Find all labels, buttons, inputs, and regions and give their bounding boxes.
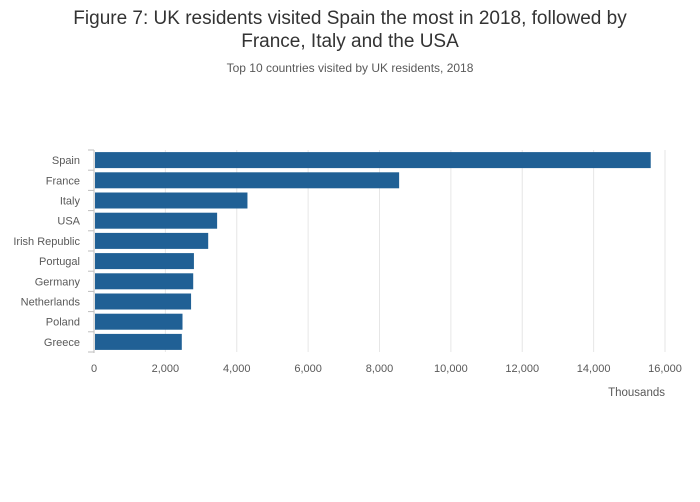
bar	[95, 232, 209, 249]
bar	[95, 192, 248, 209]
x-tick-label: 14,000	[577, 363, 611, 375]
bar	[95, 273, 194, 290]
category-label: Spain	[52, 155, 80, 167]
category-label: Greece	[44, 337, 80, 349]
category-labels: Spain France Italy USA Irish Republic Portuga…	[13, 155, 80, 349]
x-tick-labels: 0 2,000 4,000 6,000 8,000 10,000 12,000 14,000 1…	[91, 363, 682, 375]
bar	[95, 253, 194, 270]
category-label: Netherlands	[21, 297, 81, 309]
bar	[95, 293, 192, 310]
category-label: Germany	[35, 276, 81, 288]
category-label: Irish Republic	[13, 236, 80, 248]
x-tick-label: 0	[91, 363, 97, 375]
x-tick-label: 16,000	[648, 363, 682, 375]
chart-title: Figure 7: UK residents visited Spain the…	[73, 8, 627, 52]
x-tick-label: 12,000	[505, 363, 539, 375]
x-axis-title: Thousands	[608, 387, 665, 399]
category-label: Poland	[46, 317, 80, 329]
axes	[88, 149, 95, 353]
category-label: Portugal	[39, 256, 80, 268]
category-label: France	[46, 175, 80, 187]
x-tick-label: 6,000	[294, 363, 322, 375]
category-label: Italy	[60, 196, 81, 208]
bar	[95, 212, 218, 229]
bars	[95, 152, 651, 350]
bar	[95, 333, 182, 350]
bar	[95, 152, 651, 169]
chart-header: Figure 7: UK residents visited Spain the…	[0, 0, 700, 75]
x-tick-label: 8,000	[366, 363, 394, 375]
category-label: USA	[57, 216, 80, 228]
chart-subtitle: Top 10 countries visited by UK residents…	[226, 61, 474, 75]
x-tick-label: 2,000	[152, 363, 180, 375]
bar	[95, 172, 400, 189]
bar	[95, 313, 183, 330]
x-tick-label: 10,000	[434, 363, 468, 375]
x-tick-label: 4,000	[223, 363, 251, 375]
